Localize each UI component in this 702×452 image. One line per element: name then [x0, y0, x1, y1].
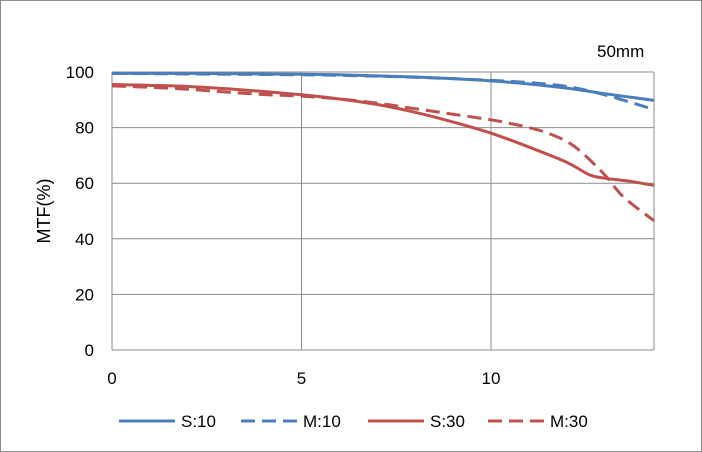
y-tick-label: 20: [75, 285, 94, 304]
y-tick-label: 80: [75, 119, 94, 138]
legend-label-4: M:30: [550, 412, 588, 431]
y-tick-label: 40: [75, 230, 94, 249]
legend-label-1: S:10: [181, 412, 216, 431]
legend-label-2: M:10: [303, 412, 341, 431]
series-line-2: [111, 71, 655, 111]
legend-label-3: S:30: [430, 412, 465, 431]
series-line-3: [111, 83, 655, 187]
chart-annotation: 50mm: [597, 42, 644, 61]
y-tick-label: 100: [66, 63, 94, 82]
y-tick-label: 0: [85, 341, 94, 360]
y-tick-label: 60: [75, 174, 94, 193]
series-line-4: [111, 84, 655, 222]
x-tick-label: 0: [107, 369, 116, 388]
x-tick-label: 5: [297, 369, 306, 388]
x-tick-label: 10: [482, 369, 501, 388]
y-axis-title: MTF(%): [34, 179, 54, 244]
